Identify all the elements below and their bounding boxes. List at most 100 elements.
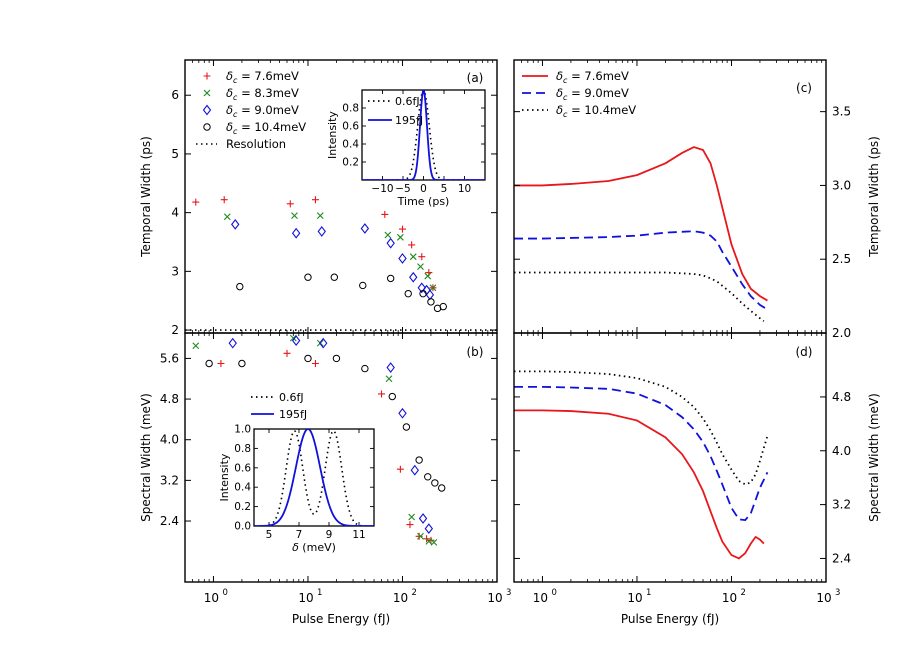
a-x-point [223,213,231,221]
a-legend-label: Resolution [226,137,286,151]
c-legend-label: δc = 7.6meV [556,69,629,85]
b-plus-point [283,349,291,357]
b-x-point [289,334,297,342]
b-diamond-point [386,362,395,373]
a-ytick-label: 6 [171,88,179,102]
a-ytick-label: 4 [171,206,179,220]
a-legend-x-point [203,89,211,97]
c-series-solid [514,146,768,302]
a-ytick-label: 2 [171,323,179,337]
a-ylabel: Temporal Width (ps) [139,136,153,258]
a-inset-xtick-label: −10 [371,183,393,195]
b-plus-point [406,521,414,529]
c-legend-label: δc = 9.0meV [556,86,629,102]
b-xtick-label: 10 [393,591,408,605]
b-ytick-label: 2.4 [160,514,179,528]
b-inset-xtick-label: 11 [352,529,365,541]
a-inset-xtick-label: 0 [420,183,427,195]
a-circle-point [419,289,427,298]
b-circle-point [438,484,446,492]
b-xtick-exp: 3 [506,588,511,598]
a-x-point [291,212,298,219]
b-diamond-point [418,513,428,524]
a-diamond-point [398,253,407,264]
d-ylabel: Spectral Width (meV) [867,393,881,522]
a-x-point [424,272,432,280]
a-plus-point [192,198,200,206]
a-ytick-label: 3 [171,264,179,278]
d-xtick-exp: 1 [646,588,651,598]
a-x-point [409,253,417,261]
b-xtick-exp: 1 [317,588,322,598]
b-circle-point [431,479,439,487]
b-x-point [430,538,438,546]
a-legend-circle-point [203,123,211,131]
b-plus-point [415,532,423,540]
d-xtick-exp: 0 [551,588,556,598]
a-circle-point [359,281,367,290]
a-circle-point [439,302,447,311]
b-circle-point [304,354,312,363]
a-inset-ytick-label: 0.4 [342,139,359,151]
a-plus-point [418,253,426,261]
b-inset-curve-195fJ [254,429,374,526]
b-plus-point [427,536,435,544]
panel-c: 2.0 2.5 3.0 3.5 Temporal Width (ps) (c) δc = 7… [513,59,881,340]
a-inset-legend-label: 0.6fJ [395,95,420,108]
a-diamond-point [386,237,395,249]
b-xtick-label: 10 [487,591,502,605]
b-plus-point [311,359,319,367]
b-diamond-point [424,523,434,535]
a-plus-point [398,225,406,233]
a-plus-point [220,196,228,204]
b-inset-ytick-label: 0.6 [234,462,251,474]
a-legend-label: δc = 8.3meV [226,86,299,102]
b-inset-ytick-label: 0.8 [234,443,251,455]
a-inset-ytick-label: 0.2 [342,157,359,169]
a-diamond-point [360,223,370,234]
b-ylabel: Spectral Width (meV) [139,393,153,522]
a-x-point [396,233,404,241]
d-ytick-label: 4.0 [832,444,851,458]
a-inset-xlabel: Time (ps) [397,195,450,208]
b-inset-ytick-label: 0.2 [234,501,251,513]
b-circle-point [332,354,341,363]
a-diamond-point [231,218,240,230]
a-inset-legend-label: 195fJ [395,114,423,127]
b-inset-xlabel: δ (meV) [292,541,336,554]
c-series-dashed [514,230,768,311]
b-circle-point [424,473,432,481]
a-inset-frame [361,89,486,181]
d-xlabel: Pulse Energy (fJ) [621,612,719,626]
b-xtick-exp: 0 [222,588,227,598]
b-circle-point [388,392,396,401]
b-plus-point [217,359,225,367]
a-diamond-point [425,289,435,301]
a-inset-ytick-label: 0.6 [342,121,359,133]
b-inset-curve-0.6fJ [254,430,374,526]
panel-d: 10 0 10 1 10 2 10 32.43.24.04.8 Spectral Width (… [513,332,881,626]
b-ytick-label: 3.2 [160,473,179,487]
b-x-point [408,513,416,521]
b-inset-ytick-label: 0.0 [234,521,251,533]
c-ytick-label: 3.5 [832,105,851,119]
d-xtick-exp: 3 [835,588,840,598]
b-ytick-label: 4.8 [160,392,179,406]
d-ytick-label: 4.8 [832,390,851,404]
a-legend-label: δc = 9.0meV [226,103,299,119]
b-circle-point [415,456,423,464]
a-x-point [429,284,437,292]
b-diamond-point [291,335,301,347]
d-series-solid [514,409,765,560]
b-circle-point [402,423,411,431]
d-xtick-exp: 2 [740,588,745,598]
c-ylabel: Temporal Width (ps) [867,136,881,258]
a-inset-xtick-label: −5 [395,183,410,195]
a-circle-point [404,289,412,298]
c-frame [513,59,827,334]
b-inset-legend-label: 0.6fJ [279,391,304,404]
b-inset-ytick-label: 0.4 [234,482,251,494]
d-xtick-label: 10 [533,591,548,605]
